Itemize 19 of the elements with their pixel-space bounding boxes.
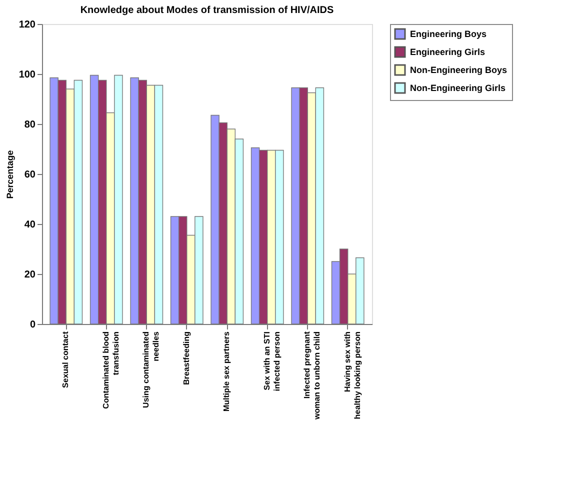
y-tick-label: 40 — [24, 220, 36, 230]
x-tick-label: Sexual contact — [61, 331, 70, 388]
y-tick-label: 60 — [24, 170, 36, 180]
chart-title: Knowledge about Modes of transmission of HIV/AIDS — [80, 5, 334, 16]
legend-label: Non-Engineering Boys — [410, 65, 508, 75]
legend-label: Non-Engineering Girls — [410, 83, 506, 93]
x-tick-label: Sex with an STI infected person — [262, 331, 282, 392]
legend-label: Engineering Boys — [410, 29, 487, 39]
x-tick-label: Contaminated blood transfusion — [101, 331, 120, 409]
x-tick-label: Breastfeeding — [182, 331, 191, 385]
y-tick-label: 120 — [18, 20, 36, 30]
y-tick-label: 80 — [24, 120, 36, 130]
y-tick-label: 0 — [30, 320, 36, 330]
y-tick-label: 100 — [18, 70, 36, 80]
y-axis-title: Percentage — [4, 150, 15, 199]
y-tick-label: 20 — [24, 270, 36, 280]
x-tick-label: Multiple sex partners — [222, 330, 232, 412]
x-tick-label: Using contaminated needles — [142, 330, 161, 408]
legend-label: Engineering Girls — [410, 47, 486, 57]
